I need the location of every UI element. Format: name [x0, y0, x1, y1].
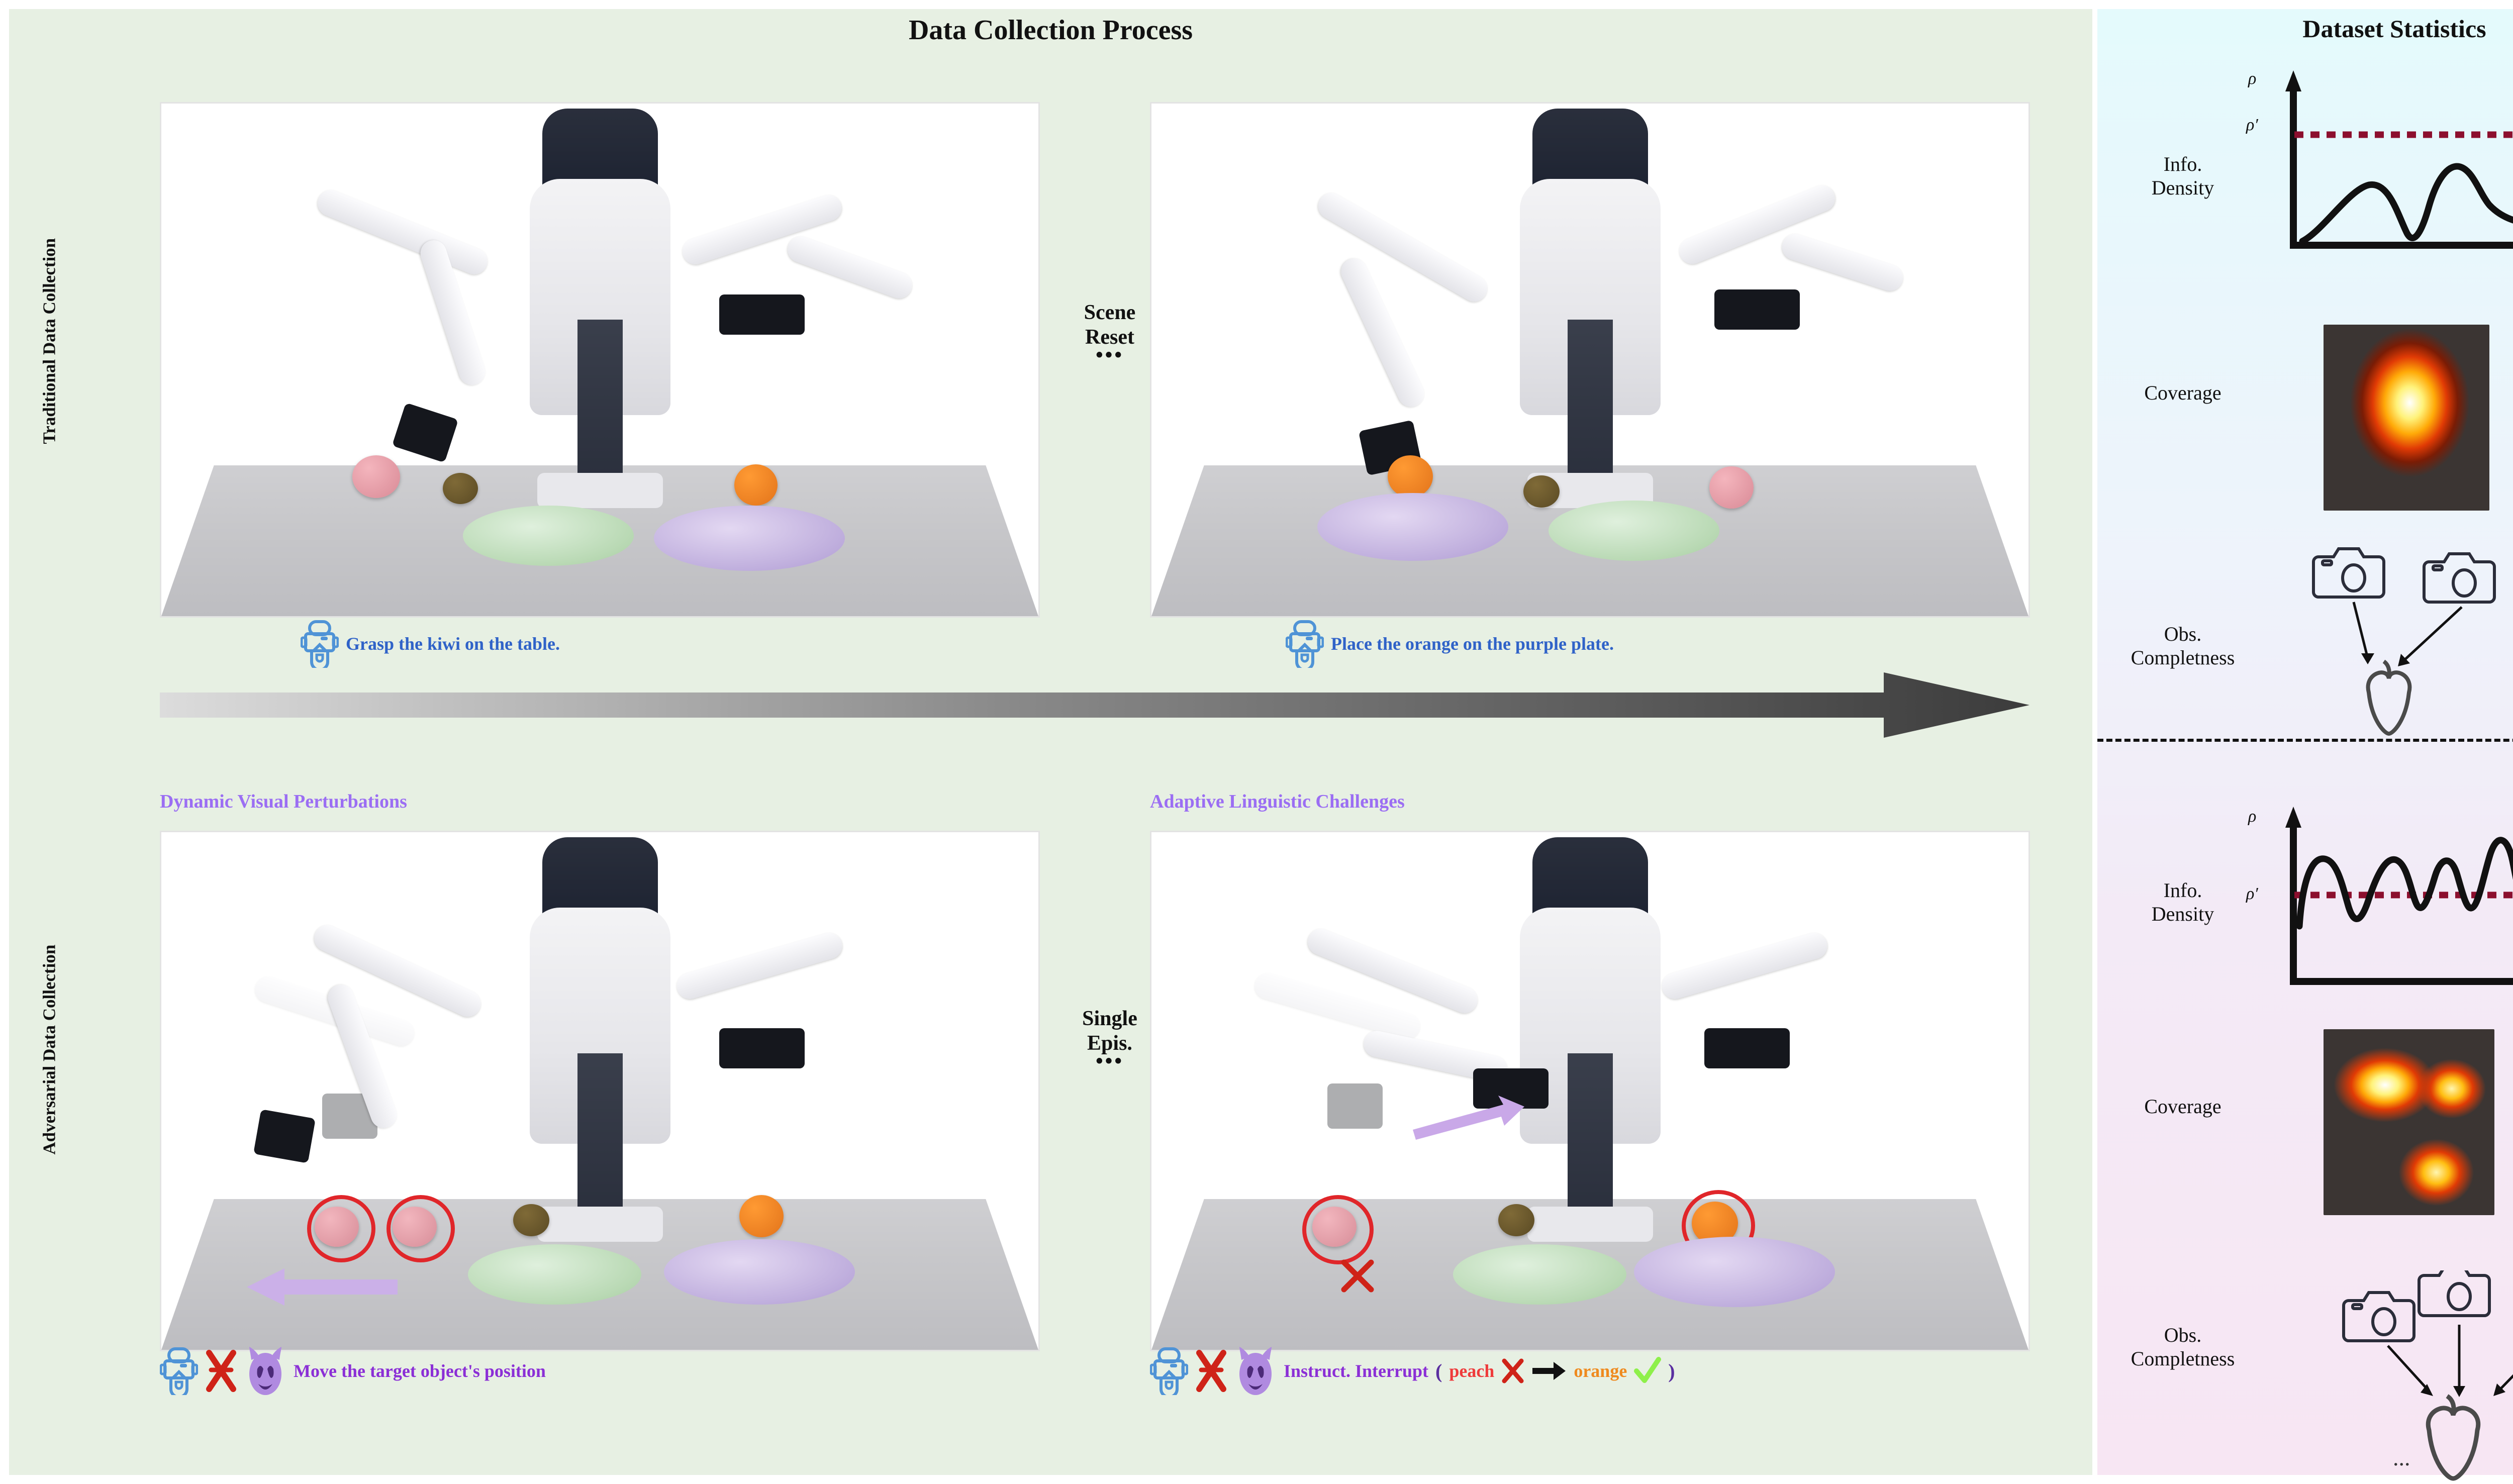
devil-icon	[249, 1347, 281, 1395]
axis-label-rho-threshold-bottom: ρ′	[2246, 884, 2258, 903]
caption-close-paren: )	[1668, 1359, 1675, 1382]
caption-text: Place the orange on the purple plate.	[1331, 634, 1614, 654]
vr-headset-icon	[1150, 1347, 1188, 1395]
vr-headset-icon	[1286, 620, 1324, 668]
step-label-single-episode: Single Epis. •••	[1029, 1007, 1190, 1073]
highlight-circle	[1302, 1195, 1374, 1264]
stat-label-text: Coverage	[2144, 381, 2221, 404]
row-label-adversarial: Adversarial Data Collection	[39, 944, 59, 1155]
stat-label-obs-top: Obs. Completness	[2107, 622, 2258, 669]
vr-headset-icon	[301, 620, 339, 668]
section-divider	[2097, 739, 2513, 742]
axis-label-rho-top: ρ	[2248, 69, 2257, 88]
axis-label-rho-bottom: ρ	[2248, 807, 2257, 826]
step-label-line1: Single	[1082, 1007, 1137, 1030]
devil-icon	[1239, 1347, 1272, 1395]
step-label-line2: Reset	[1085, 325, 1134, 349]
obs-ellipsis: ...	[2393, 1445, 2410, 1470]
scene-image-2	[1150, 102, 2030, 618]
swap-arrow-icon	[1413, 1096, 1524, 1140]
caption-wrong-object: peach	[1449, 1361, 1495, 1381]
step-label-scene-reset: Scene Reset •••	[1029, 301, 1190, 367]
scene-image-1	[160, 102, 1040, 618]
stat-label-line1: Obs.	[2164, 623, 2202, 645]
page-title: Data Collection Process	[908, 15, 1193, 46]
caption-open-paren: (	[1435, 1359, 1442, 1382]
data-collection-panel: Data Collection Process Traditional Data…	[9, 9, 2092, 1475]
scissors-icon	[206, 1350, 236, 1392]
dataset-statistics-panel: Dataset Statistics Info. Density ρ ρ′ t …	[2097, 9, 2513, 1481]
stat-label-info-density-bottom: Info. Density	[2107, 878, 2258, 926]
info-density-chart-top	[2285, 70, 2513, 249]
step-label-dots: •••	[1095, 344, 1124, 367]
coverage-heatmap-bottom	[2324, 1029, 2494, 1215]
stat-label-coverage-bottom: Coverage	[2107, 1095, 2258, 1118]
scene-image-3	[160, 831, 1040, 1351]
caption-scene-3: Move the target object's position	[160, 1346, 546, 1396]
caption-text: Grasp the kiwi on the table.	[346, 634, 560, 654]
stat-label-coverage-top: Coverage	[2107, 381, 2258, 405]
step-label-line1: Scene	[1084, 301, 1136, 324]
cross-icon	[1502, 1358, 1524, 1383]
stat-label-obs-bottom: Obs. Completness	[2107, 1323, 2258, 1370]
caption-right-object: orange	[1574, 1361, 1627, 1381]
stat-label-line2: Density	[2151, 176, 2214, 200]
arrow-right-icon	[1532, 1362, 1566, 1380]
caption-text: Move the target object's position	[294, 1361, 546, 1381]
stats-title: Dataset Statistics	[2302, 15, 2486, 43]
check-icon	[1634, 1357, 1662, 1383]
challenge-label-visual: Dynamic Visual Perturbations	[160, 791, 407, 812]
stat-label-line1: Info.	[2163, 153, 2202, 175]
obs-completeness-diagram-bottom: ...	[2342, 1270, 2513, 1481]
stat-label-line1: Obs.	[2164, 1324, 2202, 1346]
move-arrow-icon	[247, 1268, 398, 1306]
obs-completeness-diagram-top	[2312, 547, 2496, 736]
stat-label-line1: Info.	[2163, 879, 2202, 902]
axis-label-rho-threshold-top: ρ′	[2246, 116, 2258, 134]
scissors-icon	[1196, 1350, 1226, 1392]
cross-icon	[1341, 1259, 1374, 1293]
highlight-circle	[386, 1195, 455, 1262]
caption-scene-2: Place the orange on the purple plate.	[1286, 620, 1614, 668]
stat-label-line2: Completness	[2131, 646, 2235, 669]
challenge-label-linguistic: Adaptive Linguistic Challenges	[1150, 791, 1405, 812]
stat-label-line2: Density	[2151, 903, 2214, 926]
stat-label-info-density-top: Info. Density	[2107, 152, 2258, 200]
scene-image-4	[1150, 831, 2030, 1351]
highlight-circle	[307, 1195, 375, 1262]
row-label-traditional: Traditional Data Collection	[39, 238, 59, 444]
step-label-line2: Epis.	[1087, 1031, 1132, 1055]
vr-headset-icon	[160, 1347, 198, 1395]
info-density-chart-bottom	[2285, 807, 2513, 985]
process-arrow-icon	[160, 672, 2029, 738]
coverage-heatmap-top	[2324, 325, 2489, 511]
stat-label-text: Coverage	[2144, 1095, 2221, 1118]
caption-text-prefix: Instruct. Interrupt	[1284, 1361, 1428, 1381]
step-label-dots: •••	[1095, 1050, 1124, 1073]
stat-label-line2: Completness	[2131, 1347, 2235, 1370]
caption-scene-4: Instruct. Interrupt ( peach orange )	[1150, 1346, 1675, 1396]
caption-scene-1: Grasp the kiwi on the table.	[301, 620, 560, 668]
